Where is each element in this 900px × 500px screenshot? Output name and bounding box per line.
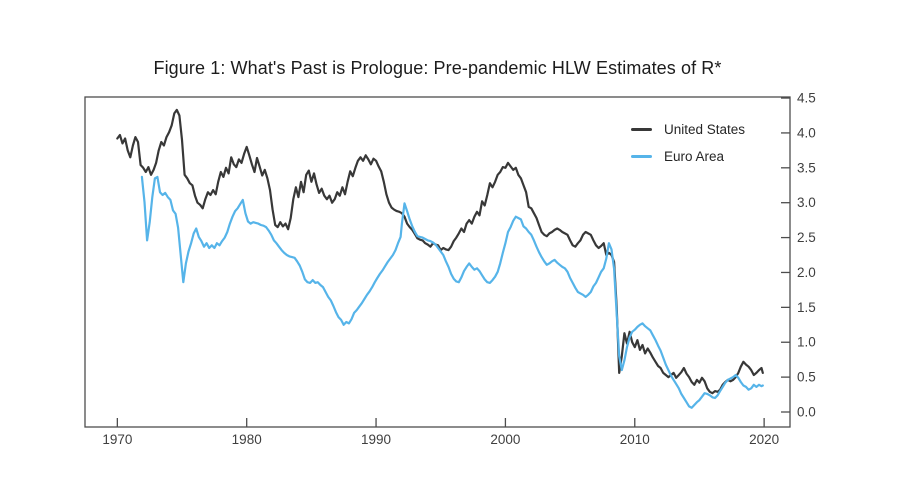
euro-area-legend-label: Euro Area: [664, 149, 725, 164]
y-tick-label: 4.0: [797, 125, 816, 140]
y-tick-label: 2.0: [797, 265, 816, 280]
y-tick-label: 2.5: [797, 230, 816, 245]
x-tick-label: 1990: [361, 432, 391, 447]
euro-area-line: [140, 175, 764, 409]
y-tick-label: 1.5: [797, 300, 816, 315]
y-tick-label: 4.5: [797, 91, 816, 106]
x-tick-label: 2020: [749, 432, 779, 447]
y-tick-label: 1.0: [797, 335, 816, 350]
united-states-line-swatch: [631, 128, 652, 131]
y-tick-label: 3.0: [797, 195, 816, 210]
y-tick-label: 0.5: [797, 370, 816, 385]
legend-item-euro-area: Euro Area: [631, 143, 745, 170]
united-states-legend-label: United States: [664, 122, 746, 137]
plot-border: [84, 96, 791, 428]
y-tick-label: 3.5: [797, 160, 816, 175]
figure-title: Figure 1: What's Past is Prologue: Pre-p…: [153, 58, 722, 78]
x-tick-label: 1980: [232, 432, 262, 447]
y-tick-label: 0.0: [797, 405, 816, 420]
x-tick-label: 2000: [490, 432, 520, 447]
euro-area-line-swatch: [631, 155, 652, 158]
legend: United States Euro Area: [631, 116, 745, 170]
x-tick-label: 1970: [102, 432, 132, 447]
x-tick-label: 2010: [620, 432, 650, 447]
legend-item-united-states: United States: [631, 116, 745, 143]
